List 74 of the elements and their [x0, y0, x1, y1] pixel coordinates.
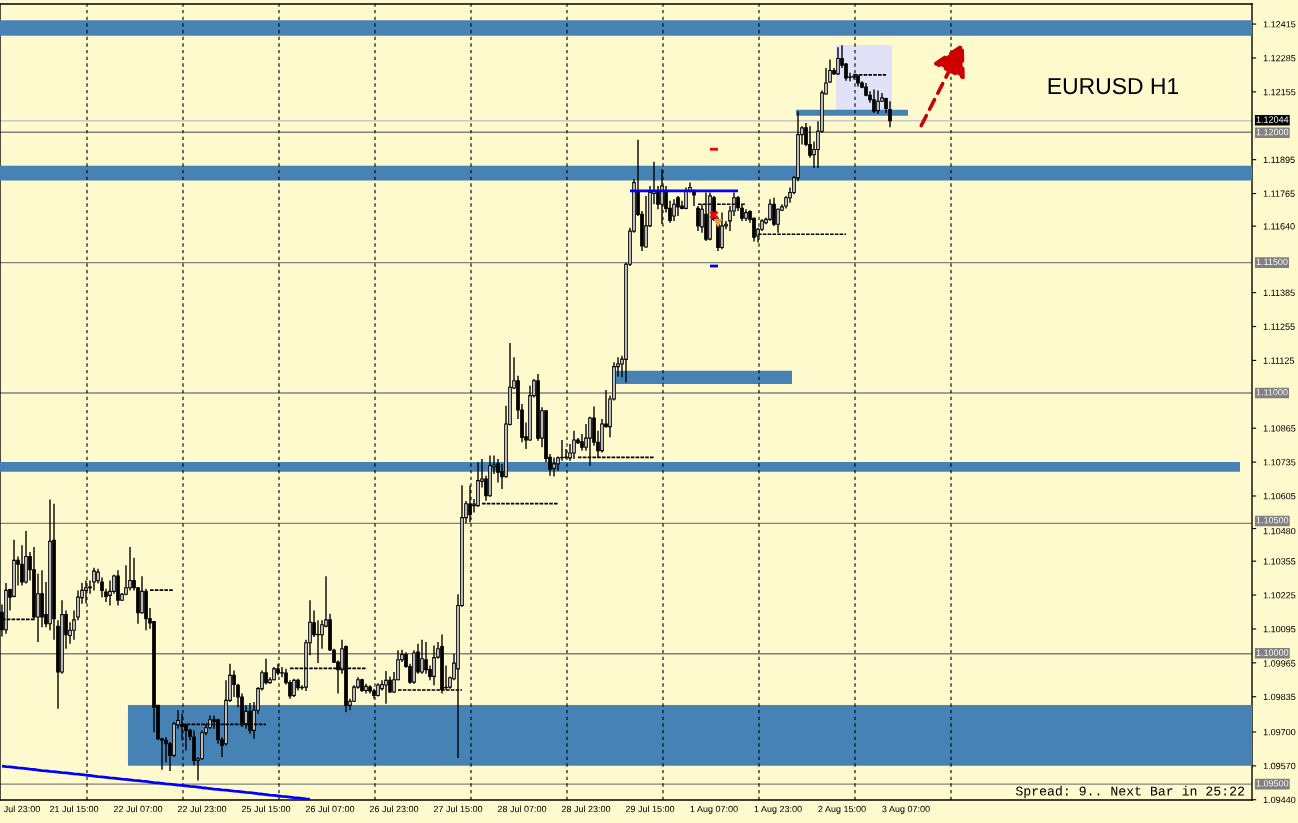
y-tick-label: 1.09440 [1263, 796, 1296, 804]
ref-line-label: 1.12044 [1256, 116, 1289, 123]
y-tick-label: 1.11255 [1263, 323, 1295, 330]
y-tick-label: 1.12415 [1263, 21, 1296, 28]
ref-line-label: 1.12000 [1256, 128, 1289, 136]
y-tick-label: 1.10225 [1263, 592, 1296, 599]
y-tick-label: 1.10095 [1263, 625, 1296, 633]
candlestick [128, 546, 132, 592]
y-tick-label: 1.09700 [1263, 728, 1296, 736]
candlestick [872, 88, 876, 114]
candlestick [776, 207, 780, 234]
y-tick-label: 1.10865 [1263, 425, 1296, 432]
candlestick [316, 619, 320, 664]
y-tick-label: 1.11385 [1263, 289, 1295, 296]
line-series [0, 764, 312, 800]
candlestick [264, 657, 268, 686]
y-tick-label: 1.10735 [1263, 459, 1296, 466]
candlestick [36, 572, 40, 643]
candlestick [552, 456, 556, 478]
candlestick [108, 579, 112, 607]
candlestick [292, 678, 296, 698]
candlestick [876, 89, 880, 115]
y-tick-label: 1.09570 [1263, 762, 1296, 770]
x-tick-label: Jul 23:00 [3, 805, 40, 813]
y-tick-label: 1.11765 [1263, 190, 1295, 197]
x-tick-label: 25 Jul 15:00 [241, 805, 291, 813]
ref-line-label: 1.10000 [1256, 649, 1289, 656]
ref-line-label: 1.11000 [1256, 389, 1288, 396]
y-tick-label: 1.09835 [1263, 693, 1296, 701]
x-tick-label: 21 Jul 15:00 [49, 805, 99, 813]
candlestick [140, 575, 144, 615]
ref-line-label: 1.11500 [1256, 258, 1288, 266]
ref-line-label: 1.10500 [1256, 517, 1289, 524]
x-tick-label: 28 Jul 07:00 [497, 805, 547, 813]
x-tick-label: 28 Jul 23:00 [561, 805, 611, 813]
candlestick [888, 100, 892, 129]
candlestick [40, 569, 44, 628]
candlestick [720, 211, 724, 251]
y-tick-label: 1.09965 [1263, 660, 1296, 667]
x-tick-label: 1 Aug 07:00 [690, 805, 738, 814]
x-tick-label: 22 Jul 07:00 [113, 805, 163, 813]
candlestick [672, 198, 676, 222]
candlestick [696, 205, 700, 232]
y-tick-label: 1.11895 [1263, 156, 1295, 164]
annotation: Spread: 9.. Next Bar in 25:22 [1015, 785, 1245, 799]
x-tick-label: 22 Jul 23:00 [177, 805, 227, 813]
candlestick [572, 430, 576, 460]
candlestick [560, 439, 564, 462]
candlestick [420, 638, 424, 675]
x-tick-label: 26 Jul 07:00 [305, 805, 355, 813]
y-tick-label: 1.10355 [1263, 558, 1296, 565]
y-tick-label: 1.11125 [1263, 357, 1295, 364]
x-tick-label: 1 Aug 23:00 [754, 805, 802, 814]
candlestick [644, 195, 648, 249]
candlestick [432, 644, 436, 686]
y-tick-label: 1.12285 [1263, 54, 1296, 62]
x-tick-label: 27 Jul 15:00 [433, 805, 483, 813]
y-tick-label: 1.10480 [1263, 527, 1296, 535]
x-tick-label: 2 Aug 15:00 [818, 805, 866, 814]
ref-line-label: 1.09500 [1256, 780, 1289, 787]
text: EURUSD H1 [1048, 77, 1179, 95]
candlestick [588, 416, 592, 467]
x-tick-label: 29 Jul 15:00 [625, 805, 675, 813]
candlestick [768, 198, 772, 222]
y-tick-label: 1.12155 [1263, 88, 1296, 96]
x-tick-label: 26 Jul 23:00 [369, 805, 419, 813]
x-tick-label: 3 Aug 07:00 [882, 805, 930, 814]
candlestick [20, 544, 24, 587]
candlestick [676, 195, 680, 217]
candlestick [384, 670, 388, 705]
candlestick [92, 566, 96, 592]
candlestick [836, 46, 840, 76]
y-tick-label: 1.10605 [1263, 492, 1296, 500]
y-tick-label: 1.11640 [1263, 223, 1295, 230]
